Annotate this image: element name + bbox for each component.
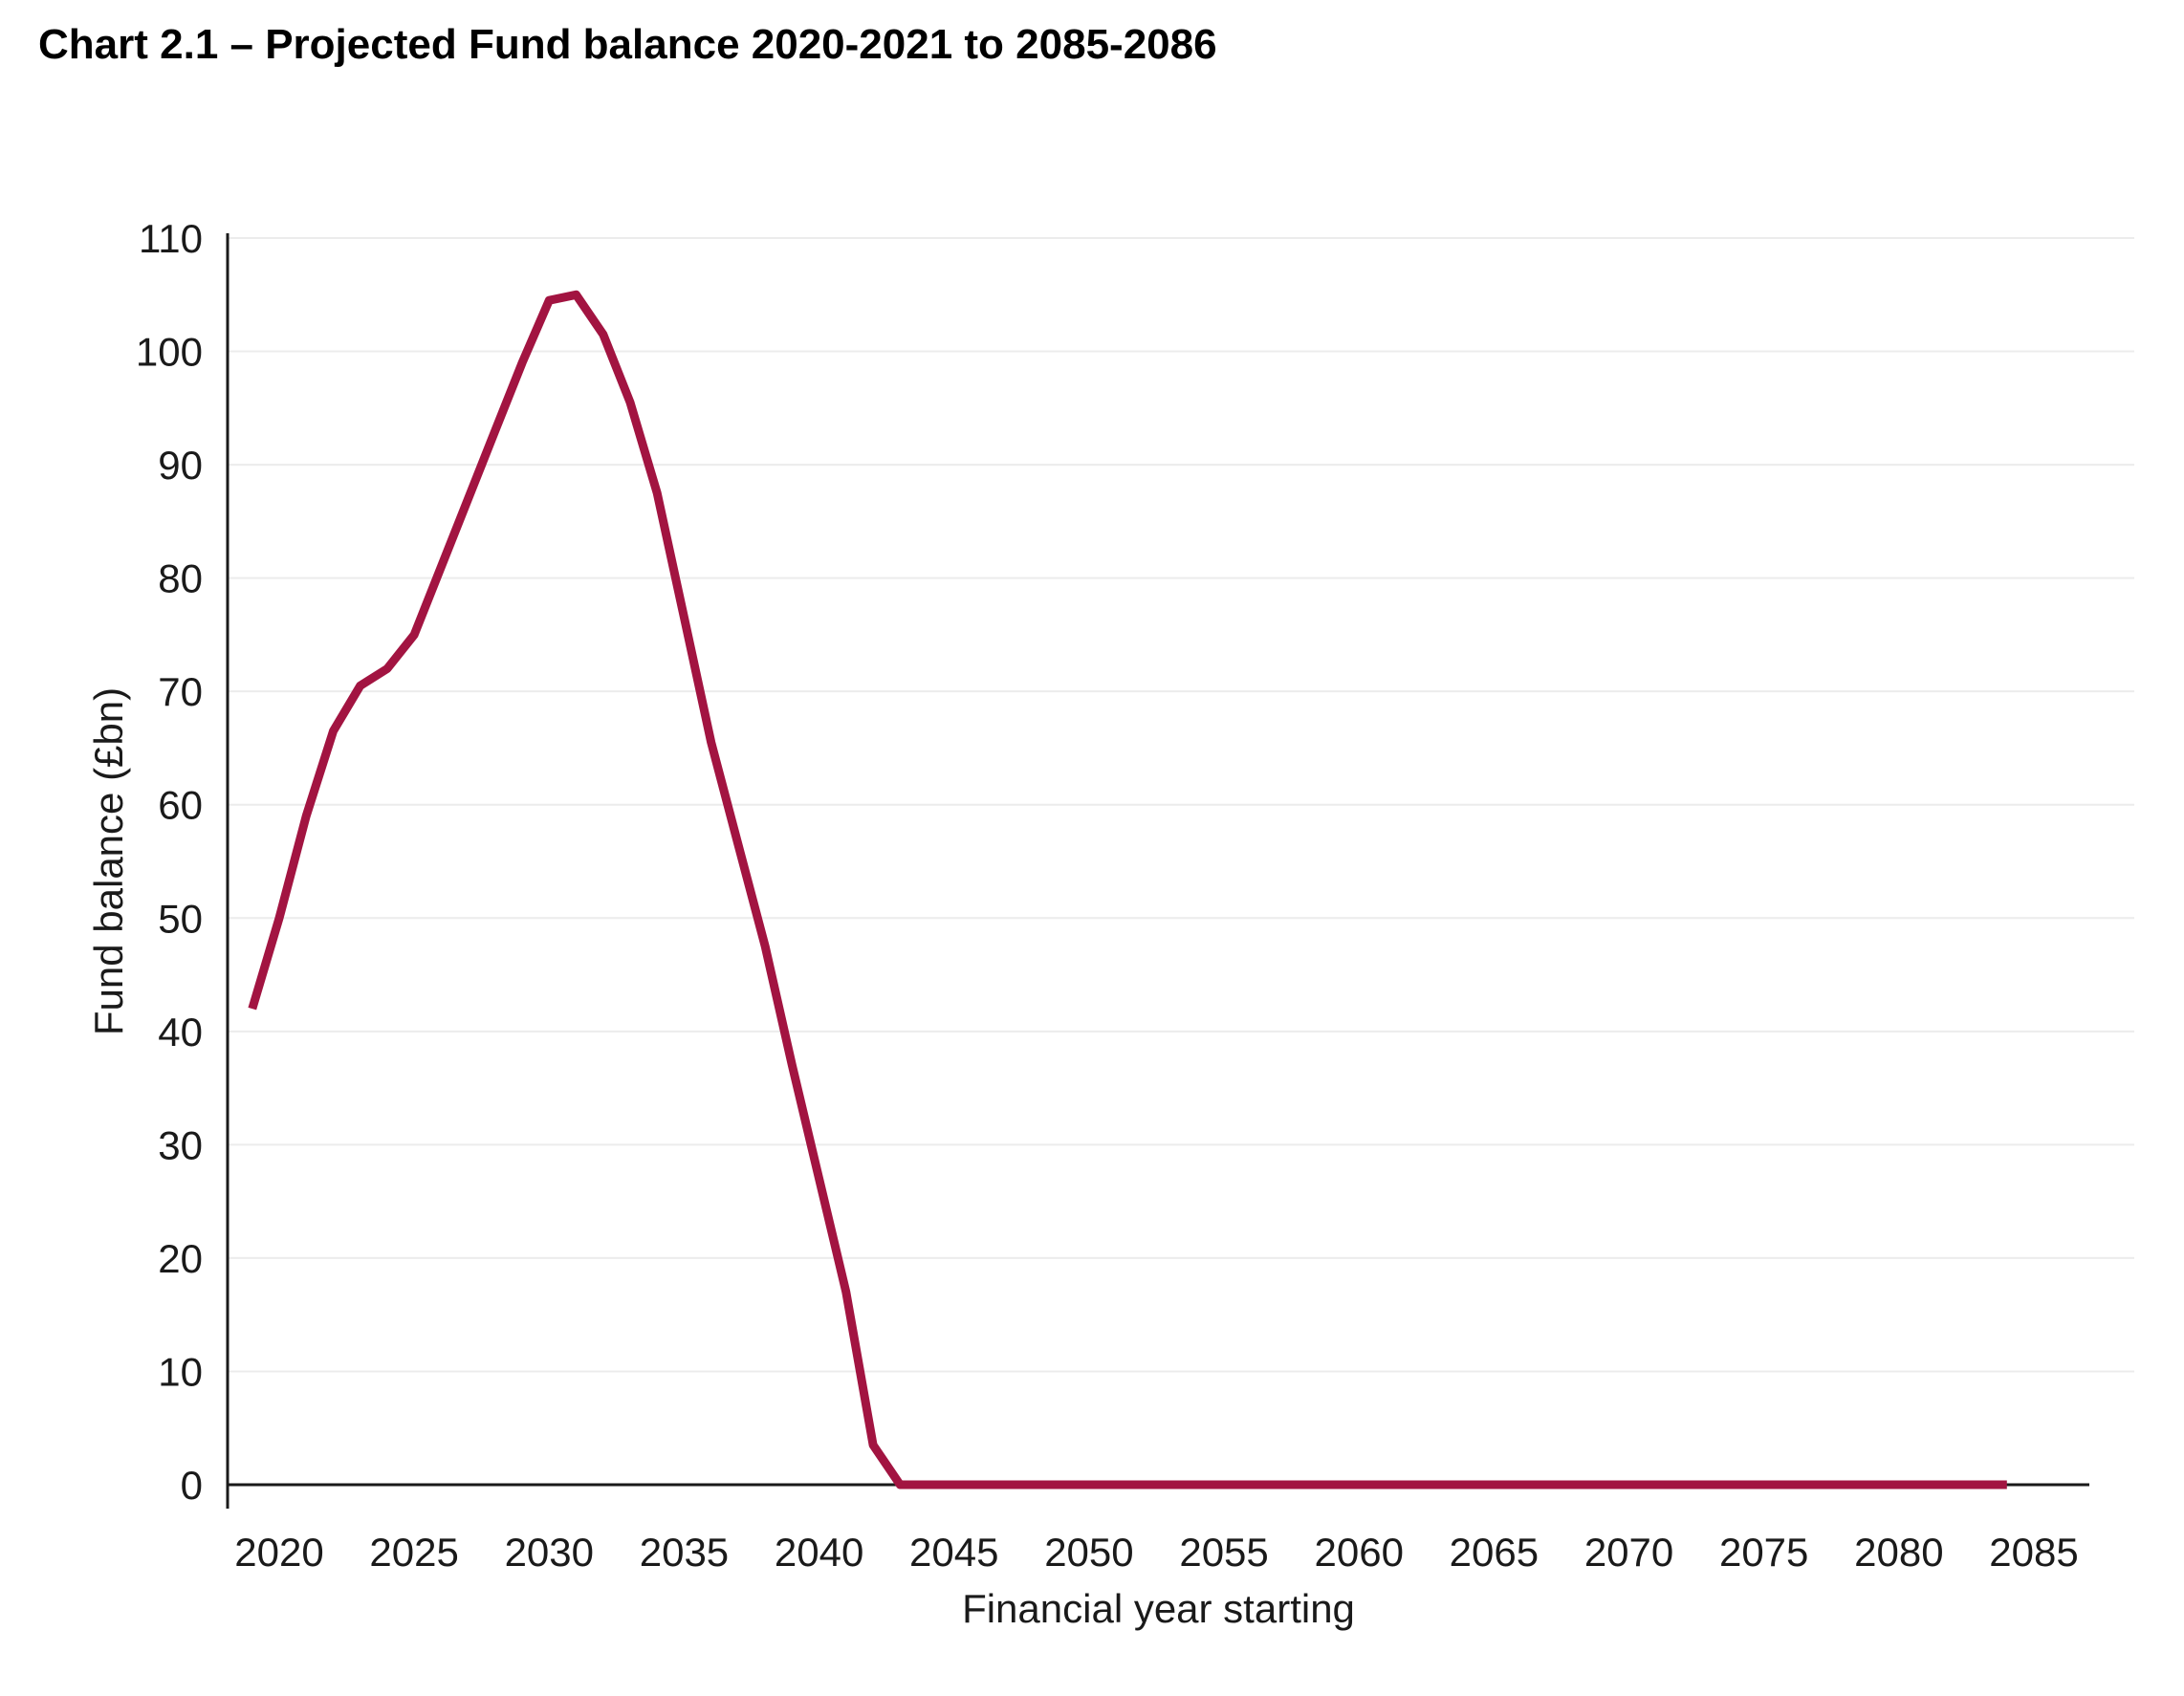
y-tick-label-0: 0 [181,1463,203,1508]
y-tick-label-80: 80 [158,556,203,601]
x-tick-label-2045: 2045 [909,1530,998,1575]
y-tick-label-30: 30 [158,1122,203,1167]
x-tick-label-2025: 2025 [369,1530,458,1575]
chart-title: Chart 2.1 – Projected Fund balance 2020-… [38,21,1217,68]
y-tick-label-70: 70 [158,669,203,714]
y-tick-label-20: 20 [158,1236,203,1281]
fund-balance-line [248,290,2007,1489]
y-tick-label-100: 100 [136,330,203,375]
x-tick-label-2075: 2075 [1719,1530,1808,1575]
y-tick-label-60: 60 [158,783,203,828]
x-tick-label-2050: 2050 [1044,1530,1133,1575]
x-tick-label-2030: 2030 [505,1530,594,1575]
y-tick-label-110: 110 [139,216,203,261]
x-tick-label-2055: 2055 [1179,1530,1268,1575]
x-tick-label-2035: 2035 [640,1530,729,1575]
x-tick-label-2070: 2070 [1584,1530,1673,1575]
x-tick-label-2040: 2040 [775,1530,863,1575]
y-tick-label-10: 10 [158,1349,203,1394]
y-axis-title: Fund balance (£bn) [86,687,131,1035]
y-tick-label-50: 50 [158,896,203,941]
x-axis-title: Financial year starting [962,1586,1355,1631]
x-tick-label-2080: 2080 [1854,1530,1943,1575]
y-tick-label-40: 40 [158,1010,203,1055]
y-tick-label-90: 90 [158,443,203,488]
x-tick-label-2060: 2060 [1315,1530,1404,1575]
x-tick-label-2085: 2085 [1989,1530,2078,1575]
x-tick-label-2020: 2020 [234,1530,323,1575]
x-tick-label-2065: 2065 [1450,1530,1539,1575]
